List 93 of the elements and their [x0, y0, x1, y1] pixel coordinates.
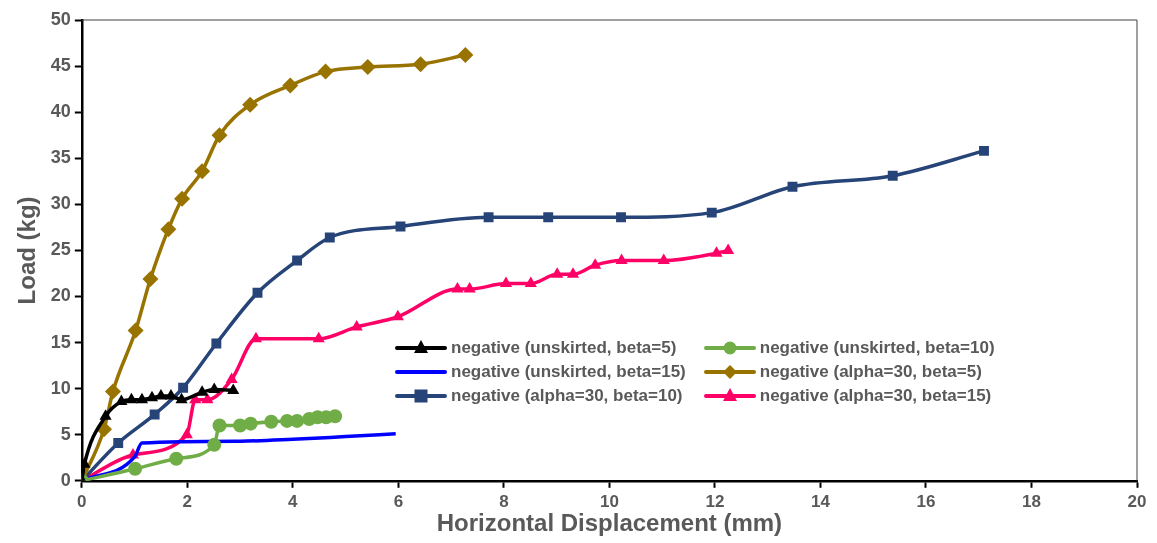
point: [207, 437, 222, 452]
point: [412, 56, 429, 73]
point: [292, 255, 303, 266]
point: [359, 59, 376, 75]
x-tick-label: 14: [810, 491, 831, 511]
point: [125, 392, 138, 404]
point: [350, 319, 363, 331]
point: [196, 385, 209, 396]
point: [710, 246, 723, 257]
point: [227, 383, 240, 394]
legend-label: negative (alpha=30, beta=15): [759, 386, 992, 406]
y-tick-label: 0: [60, 469, 71, 490]
point: [566, 267, 580, 278]
y-tick-label: 15: [50, 331, 71, 352]
point: [722, 243, 735, 254]
point: [135, 392, 149, 404]
point: [391, 309, 404, 321]
legend-label: negative (unskirted, beta=5): [451, 338, 677, 358]
point: [463, 282, 476, 293]
y-tick-label: 50: [50, 8, 71, 29]
point: [395, 221, 406, 232]
y-tick-label: 35: [50, 147, 71, 168]
point: [457, 47, 474, 64]
point: [104, 383, 121, 400]
point: [979, 145, 989, 156]
x-tick-label: 2: [182, 491, 193, 511]
y-tick-label: 20: [50, 285, 71, 306]
point: [115, 394, 128, 406]
x-tick-label: 8: [499, 491, 509, 511]
point: [324, 232, 335, 243]
point: [243, 416, 258, 431]
point: [317, 63, 334, 80]
point: [252, 287, 263, 298]
x-axis-title: Horizontal Displacement (mm): [436, 509, 783, 537]
point: [615, 253, 628, 265]
y-tick-label: 5: [60, 423, 71, 444]
point: [201, 392, 214, 404]
point: [211, 338, 222, 349]
legend-label: negative (alpha=30, beta=10): [451, 386, 683, 406]
point: [113, 438, 124, 448]
point: [290, 413, 305, 428]
point: [164, 389, 178, 400]
point: [169, 451, 184, 466]
point: [175, 392, 188, 404]
point: [211, 127, 228, 144]
point: [499, 276, 513, 288]
point: [483, 212, 494, 223]
legend-label: negative (unskirted, beta=10): [759, 338, 995, 358]
y-tick-label: 10: [50, 377, 71, 398]
point: [657, 253, 670, 265]
x-tick-label: 16: [916, 491, 936, 511]
point: [616, 212, 626, 223]
point: [242, 96, 259, 113]
point: [524, 276, 537, 288]
point: [887, 170, 898, 181]
point: [154, 389, 168, 400]
point: [194, 163, 211, 180]
point: [312, 331, 325, 343]
point: [99, 409, 112, 420]
legend-label: negative (unskirted, beta=15): [451, 362, 686, 382]
point: [208, 382, 221, 394]
y-tick-label: 30: [50, 193, 71, 214]
y-axis-title: Load (kg): [13, 196, 41, 305]
x-tick-label: 4: [288, 491, 299, 511]
point: [451, 282, 464, 293]
point: [174, 190, 191, 207]
x-tick-label: 0: [77, 491, 87, 511]
point: [212, 418, 227, 433]
x-tick-label: 20: [1127, 491, 1147, 511]
point: [142, 270, 159, 287]
point: [225, 372, 238, 383]
y-tick-label: 40: [50, 101, 71, 122]
point: [178, 382, 189, 393]
point: [787, 181, 798, 192]
point: [180, 427, 193, 439]
point: [160, 221, 177, 238]
point: [706, 207, 717, 218]
y-tick-label: 25: [50, 239, 71, 260]
point: [328, 409, 343, 424]
point: [551, 267, 564, 278]
x-tick-label: 18: [1022, 491, 1041, 511]
y-tick-label: 45: [50, 55, 71, 76]
legend-label: negative (alpha=30, beta=5): [759, 362, 982, 382]
point: [543, 212, 554, 223]
point: [282, 77, 299, 94]
x-tick-label: 12: [705, 491, 725, 511]
point: [249, 331, 262, 343]
x-tick-label: 10: [599, 491, 619, 511]
point: [149, 409, 160, 420]
point: [127, 322, 144, 339]
x-tick-label: 6: [393, 491, 404, 511]
point: [264, 414, 279, 429]
point: [128, 461, 143, 476]
